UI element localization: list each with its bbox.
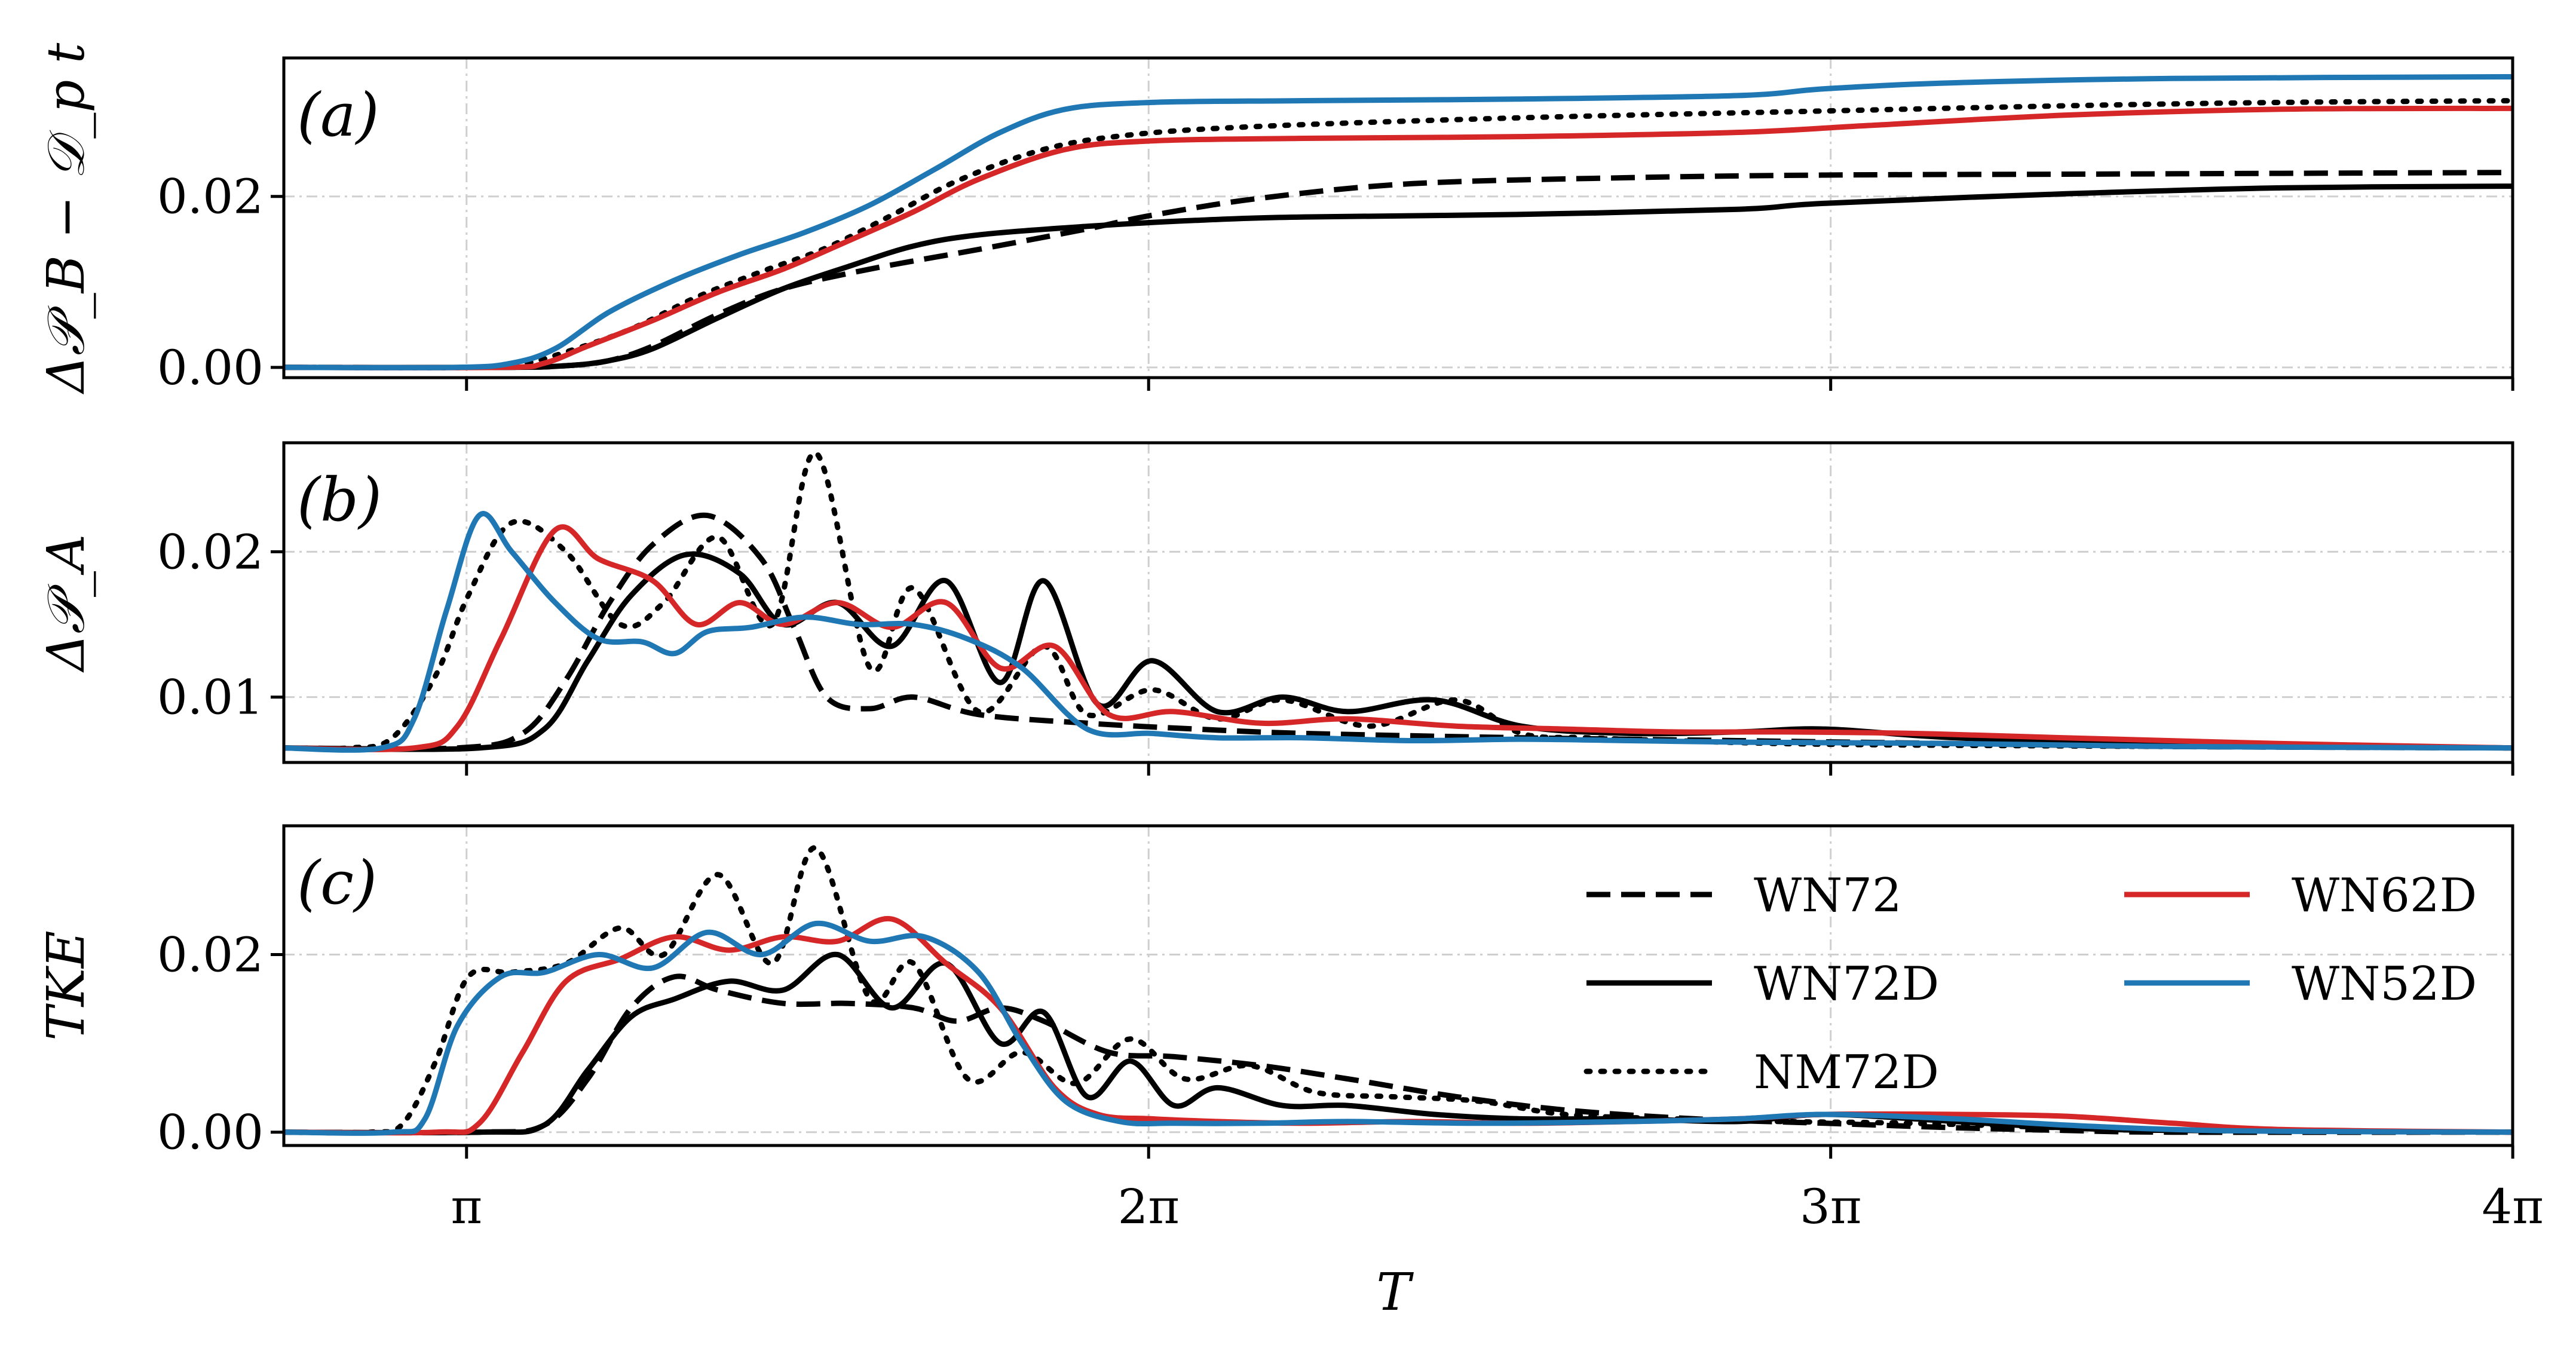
y-tick-label: 0.00	[157, 1105, 264, 1160]
series-line-wn52d	[284, 511, 2513, 753]
series-line-wn62d	[284, 105, 2513, 370]
legend-label-nm72d: NM72D	[1754, 1046, 1939, 1099]
series-line-nm72d	[284, 845, 2513, 1136]
series-line-wn72d	[284, 183, 2513, 370]
y-axis-title-b: Δ𝒫_A	[36, 534, 96, 673]
legend-label-wn72: WN72	[1754, 869, 1902, 923]
y-tick-label: 0.02	[157, 927, 264, 982]
legend-label-wn52d: WN52D	[2292, 957, 2477, 1011]
series-line-wn62d	[284, 915, 2513, 1136]
panel-b: 0.01 0.02 (b) Δ𝒫_A	[36, 441, 2514, 776]
series-line-wn72	[284, 512, 2513, 752]
series-group	[284, 845, 2513, 1136]
x-tick-label: π	[451, 1179, 482, 1235]
y-axis-title-a: Δ𝒫_B − 𝒟_p t	[36, 42, 96, 394]
legend: WN72 WN72D NM72D WN62D WN52D	[1583, 869, 2477, 1099]
y-tick-label: 0.00	[157, 340, 264, 396]
panel-tag-b: (b)	[297, 465, 382, 535]
panel-c: 0.00 0.02 (c) TKE	[36, 824, 2514, 1160]
plot-frame	[282, 56, 2514, 379]
legend-label-wn72d: WN72D	[1754, 957, 1939, 1011]
series-line-wn72	[284, 170, 2513, 370]
y-tick-label: 0.01	[157, 670, 264, 725]
plot-frame	[282, 824, 2514, 1147]
series-group	[284, 450, 2513, 753]
panel-tag-c: (c)	[297, 848, 377, 918]
panel-tag-a: (a)	[297, 80, 379, 150]
series-line-nm72d	[284, 98, 2513, 370]
series-group	[284, 74, 2513, 370]
y-tick-label: 0.02	[157, 169, 264, 225]
panel-a: 0.00 0.02 (a) Δ𝒫_B − 𝒟_p t	[36, 42, 2514, 396]
panels-layer: 0.000.02(a)Δ𝒫_B − 𝒟_p t0.010.02(b)Δ𝒫_A0.…	[36, 42, 2544, 1235]
y-axis-title-c: TKE	[36, 930, 96, 1040]
legend-label-wn62d: WN62D	[2292, 869, 2477, 923]
series-line-wn62d	[284, 524, 2513, 752]
x-tick-label: 2π	[1117, 1179, 1179, 1235]
y-tick-label: 0.02	[157, 524, 264, 580]
series-line-wn72	[284, 973, 2513, 1136]
series-line-wn52d	[284, 920, 2513, 1136]
x-tick-label: 3π	[1800, 1179, 1861, 1235]
plot-frame	[282, 441, 2514, 764]
x-tick-label: 4π	[2482, 1179, 2543, 1235]
series-line-wn52d	[284, 74, 2513, 370]
x-axis-title: T	[1376, 1263, 1414, 1322]
